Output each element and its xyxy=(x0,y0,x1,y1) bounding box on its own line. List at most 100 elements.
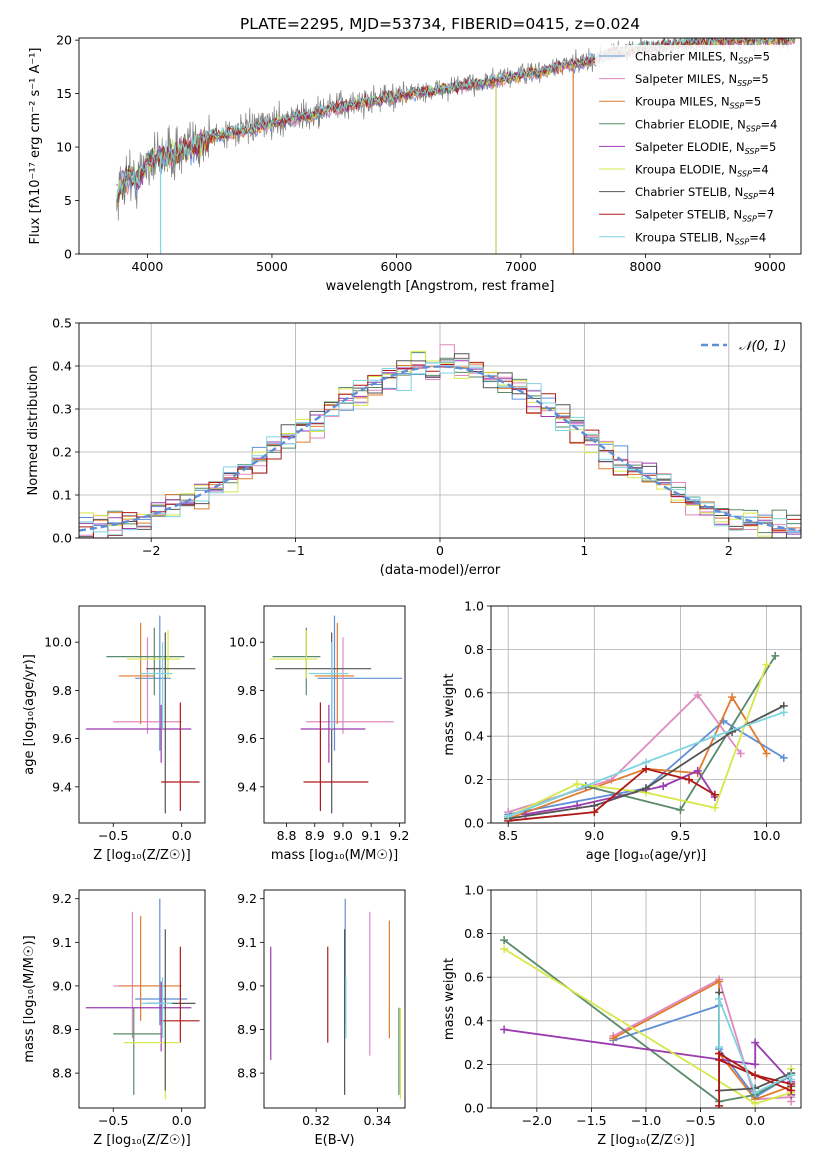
legend-entry-name: Kroupa ELODIE, N xyxy=(635,163,737,177)
legend-background xyxy=(595,158,795,178)
mass-weight-marker xyxy=(710,803,719,812)
x-tick-label: 0.34 xyxy=(363,1113,391,1128)
x-tick-label: 0.0 xyxy=(745,1113,765,1128)
x-axis-label: Z [log₁₀(Z/Z☉)] xyxy=(597,1133,694,1148)
y-tick-label: 0.6 xyxy=(464,685,484,700)
y-tick-label: 0.8 xyxy=(464,926,484,941)
axes-frame xyxy=(263,605,406,824)
age-vs-mass-panel: 8.8 8.9 9.0 9.1 9.2 9.4 9.6 9.8 10.0 mass [log₁₀(… xyxy=(229,605,409,863)
mass-vs-Z-panel: −0.5 0.0 8.8 8.9 9.0 9.1 9.2 Z [log₁₀(Z/Z☉)] mas… xyxy=(22,889,206,1148)
legend-entry: Chabrier STELIB, NSSP=4 xyxy=(635,185,775,201)
y-axis-label: mass [log₁₀(M/M☉)] xyxy=(22,935,37,1062)
x-tick-label: −0.5 xyxy=(98,1113,128,1128)
x-axis-label: wavelength [Angstrom, rest frame] xyxy=(326,279,555,294)
x-axis-label: (data-model)/error xyxy=(380,563,501,578)
x-tick-label: −0.5 xyxy=(98,828,128,843)
spectrum-panel: 4000 5000 6000 7000 8000 9000 0 5 10 15 20 waveleng… xyxy=(28,33,802,294)
massweight-vs-age-panel: 8.5 9.0 9.5 10.0 0.0 0.2 0.4 0.6 0.8 1.0 age [log₁… xyxy=(442,599,802,863)
legend-entry-subscript: SSP xyxy=(742,215,757,224)
y-tick-label: 1.0 xyxy=(464,599,484,614)
x-axis-label: Z [log₁₀(Z/Z☉)] xyxy=(93,1133,190,1148)
legend-entry-name: Salpeter ELODIE, N xyxy=(635,140,745,154)
mass-weight-marker xyxy=(787,1086,796,1095)
x-tick-label: 1 xyxy=(580,543,588,558)
mass-weight-line xyxy=(503,1028,793,1095)
legend-entry-subscript: SSP xyxy=(735,237,750,246)
axes-frame xyxy=(78,322,802,539)
mass-weight-marker xyxy=(736,749,745,758)
legend-background xyxy=(595,180,795,201)
y-tick-label: 9.0 xyxy=(237,978,257,993)
mass-weight-marker xyxy=(751,1038,760,1047)
y-tick-label: 8.8 xyxy=(52,1066,72,1081)
mass-weight-marker xyxy=(751,1099,760,1108)
massweight-vs-Z-panel: −2.0 −1.5 −1.0 −0.5 0.0 0.0 0.2 0.4 0.6 0.8 1.0 Z [… xyxy=(442,883,802,1148)
legend-entry: Kroupa ELODIE, NSSP=4 xyxy=(635,163,769,179)
x-tick-label: −1.0 xyxy=(631,1113,661,1128)
residuals-plot-area xyxy=(79,344,801,538)
axes-frame xyxy=(78,889,206,1109)
mass-weight-marker xyxy=(751,1060,760,1069)
y-tick-label: 0.0 xyxy=(464,816,484,831)
x-tick-label: 10.0 xyxy=(753,828,781,843)
mass-weight-line xyxy=(507,711,785,818)
y-tick-label: 0.2 xyxy=(464,772,484,787)
x-tick-label: 7000 xyxy=(505,259,537,274)
x-tick-label: 0.0 xyxy=(172,1113,192,1128)
mass-weight-marker xyxy=(590,808,599,817)
y-tick-label: 9.8 xyxy=(237,683,257,698)
y-tick-label: 9.6 xyxy=(237,731,257,746)
legend-entry-count: =5 xyxy=(753,50,770,64)
x-tick-label: −0.5 xyxy=(685,1113,715,1128)
legend-entry-name: Salpeter MILES, N xyxy=(635,72,737,86)
x-tick-label: 8.5 xyxy=(498,828,518,843)
x-tick-label: 6000 xyxy=(381,259,413,274)
mass-weight-marker xyxy=(642,758,650,767)
mass-weight-marker xyxy=(500,936,509,945)
y-axis-label: Normed distribution xyxy=(26,366,41,496)
legend-entry-subscript: SSP xyxy=(738,57,753,66)
mass-weight-marker xyxy=(751,1071,760,1080)
y-tick-label: 10.0 xyxy=(44,635,72,650)
legend-entry-count: =4 xyxy=(752,163,769,177)
mass-weight-marker xyxy=(787,1075,796,1084)
residuals-panel: −2 −1 0 1 2 0.0 0.1 0.2 0.3 0.4 0.5 (data-model)/er… xyxy=(26,316,802,578)
y-tick-label: 15 xyxy=(56,86,72,101)
legend-entry-count: =4 xyxy=(749,230,766,244)
y-tick-label: 0.2 xyxy=(52,445,72,460)
mass-weight-marker xyxy=(685,775,694,784)
x-tick-label: 4000 xyxy=(132,259,164,274)
legend-background xyxy=(595,225,795,246)
x-tick-label: 9.5 xyxy=(670,828,690,843)
y-tick-label: 9.2 xyxy=(52,891,72,906)
x-axis-label: E(B-V) xyxy=(314,1133,354,1148)
legend-entry-name: Chabrier ELODIE, N xyxy=(635,117,746,131)
legend-background xyxy=(595,90,795,111)
legend-background xyxy=(595,112,795,133)
y-tick-label: 9.4 xyxy=(52,779,72,794)
mass-weight-marker xyxy=(500,1025,509,1034)
normal-curve xyxy=(79,365,801,532)
y-axis-label: mass weight xyxy=(442,673,457,755)
mass-weight-marker xyxy=(500,944,509,953)
legend-entry-count: =5 xyxy=(752,72,769,86)
legend-entry-subscript: SSP xyxy=(746,124,761,133)
x-tick-label: −2 xyxy=(142,543,160,558)
x-tick-label: 9000 xyxy=(754,259,786,274)
legend-entry-subscript: SSP xyxy=(737,170,752,179)
legend-background xyxy=(595,45,795,65)
legend-entry: Chabrier MILES, NSSP=5 xyxy=(635,50,770,66)
y-tick-label: 0.6 xyxy=(464,970,484,985)
legend-entry-name: Chabrier MILES, N xyxy=(635,50,738,64)
y-tick-label: 0 xyxy=(64,247,72,262)
legend-entry: Kroupa MILES, NSSP=5 xyxy=(635,95,761,111)
y-axis-label: mass weight xyxy=(442,958,457,1040)
y-tick-label: 1.0 xyxy=(464,883,484,898)
mass-weight-line xyxy=(613,1004,792,1099)
y-tick-label: 9.1 xyxy=(237,935,257,950)
y-tick-label: 5 xyxy=(64,193,72,208)
massweight-vs-Z-plot-area xyxy=(500,936,796,1108)
mass-weight-marker xyxy=(779,753,788,762)
mass-weight-marker xyxy=(762,749,771,758)
mass-weight-line xyxy=(612,978,793,1102)
